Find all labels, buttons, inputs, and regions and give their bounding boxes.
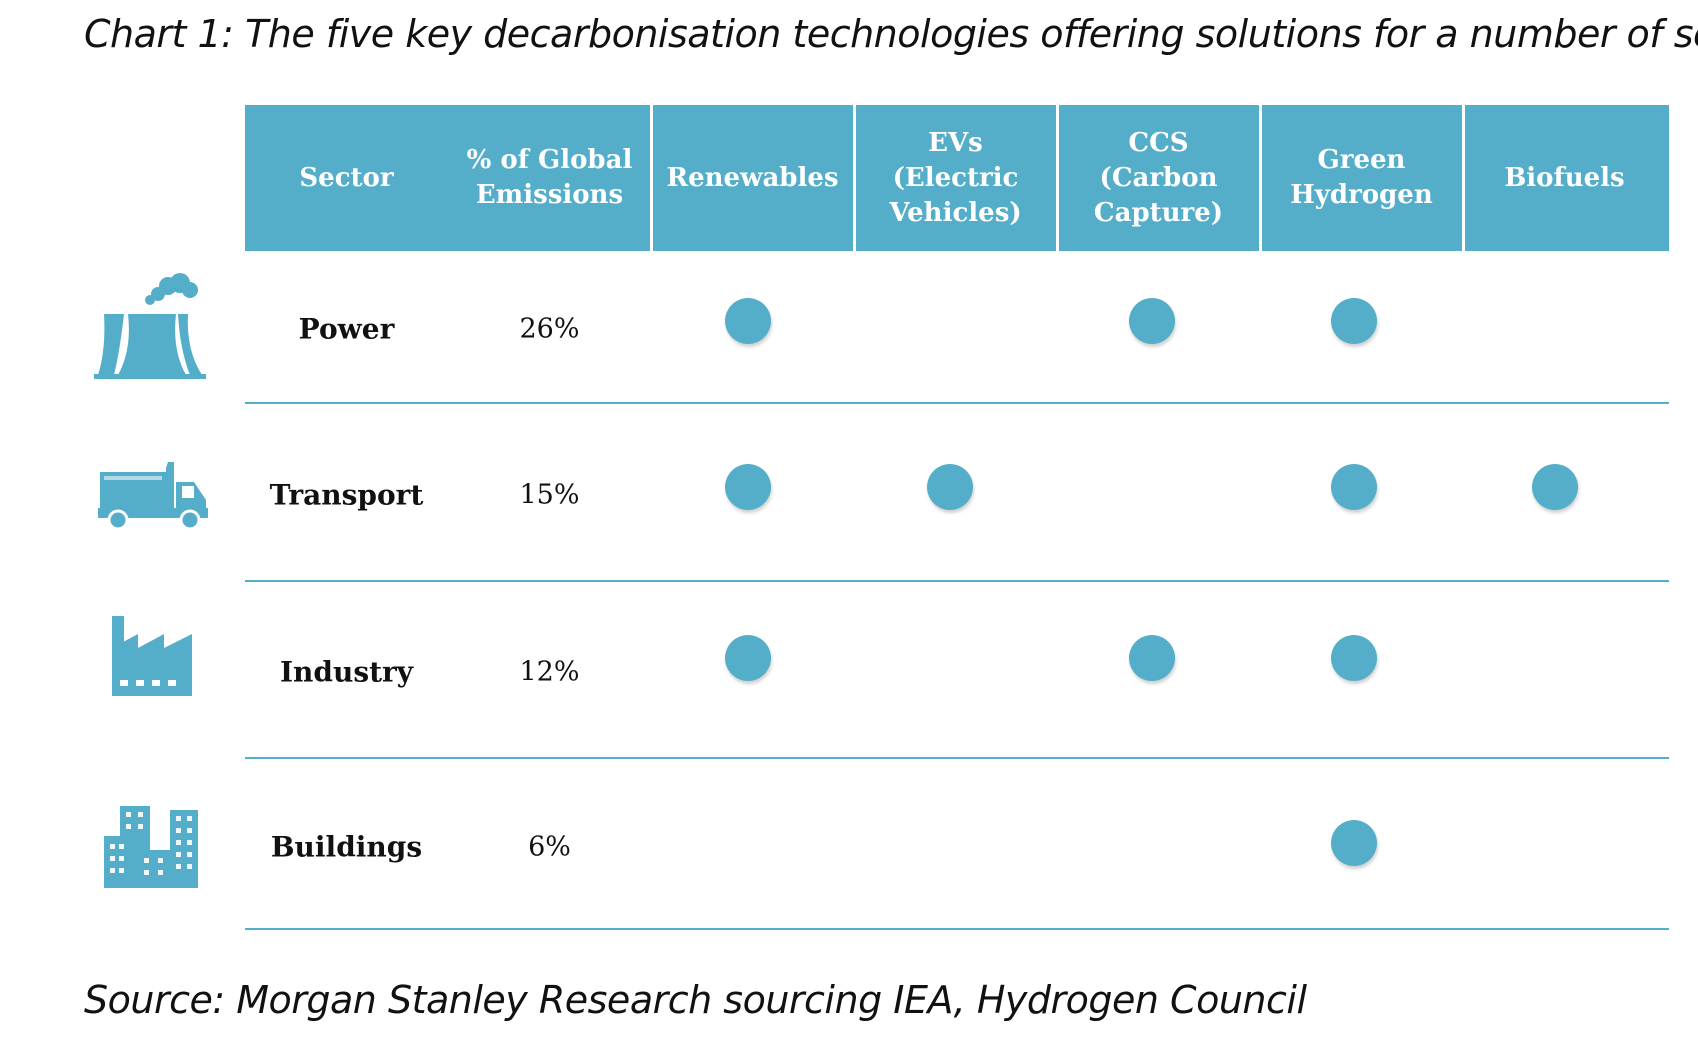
header-ccs: CCS (Carbon Capture): [1093, 127, 1224, 228]
row-divider: [245, 928, 1669, 930]
sector-label-buildings: Buildings: [270, 830, 423, 864]
truck-icon: [98, 462, 208, 531]
header-renewables: Renewables: [666, 162, 839, 193]
header-divider: [1259, 105, 1262, 251]
sector-label-industry: Industry: [279, 655, 414, 689]
dot-industry-renewables: [725, 635, 771, 681]
header-divider: [1056, 105, 1059, 251]
row-divider: [245, 402, 1669, 404]
dot-transport-biofuels: [1532, 464, 1578, 510]
chart-title: Chart 1: The five key decarbonisation te…: [84, 12, 1698, 56]
table-header: [245, 105, 1669, 251]
dot-power-renewables: [725, 298, 771, 344]
dot-transport-green-hydrogen: [1331, 464, 1377, 510]
dot-transport-evs: [927, 464, 973, 510]
dot-buildings-green-hydrogen: [1331, 820, 1377, 866]
sector-label-power: Power: [298, 312, 395, 346]
emissions-value-power: 26%: [519, 313, 580, 345]
header-divider: [853, 105, 856, 251]
buildings-icon: [104, 806, 198, 888]
dot-industry-ccs: [1129, 635, 1175, 681]
source-note: Source: Morgan Stanley Research sourcing…: [84, 978, 1307, 1022]
header-global-emissions: % of Global Emissions: [466, 145, 633, 210]
emissions-value-transport: 15%: [519, 479, 580, 511]
header-green-hydrogen: Green Hydrogen: [1290, 145, 1433, 210]
header-divider: [1462, 105, 1465, 251]
dot-transport-renewables: [725, 464, 771, 510]
factory-icon: [112, 616, 192, 696]
sector-label-transport: Transport: [269, 478, 424, 512]
header-sector: Sector: [299, 162, 394, 193]
dot-power-green-hydrogen: [1331, 298, 1377, 344]
power-plant-icon: [94, 273, 206, 379]
dot-industry-green-hydrogen: [1331, 635, 1377, 681]
emissions-value-buildings: 6%: [528, 831, 571, 863]
dot-power-ccs: [1129, 298, 1175, 344]
row-divider: [245, 580, 1669, 582]
header-biofuels: Biofuels: [1504, 162, 1625, 193]
emissions-value-industry: 12%: [519, 656, 580, 688]
row-divider: [245, 757, 1669, 759]
header-divider: [650, 105, 653, 251]
header-evs: EVs (Electric Vehicles): [889, 127, 1022, 228]
